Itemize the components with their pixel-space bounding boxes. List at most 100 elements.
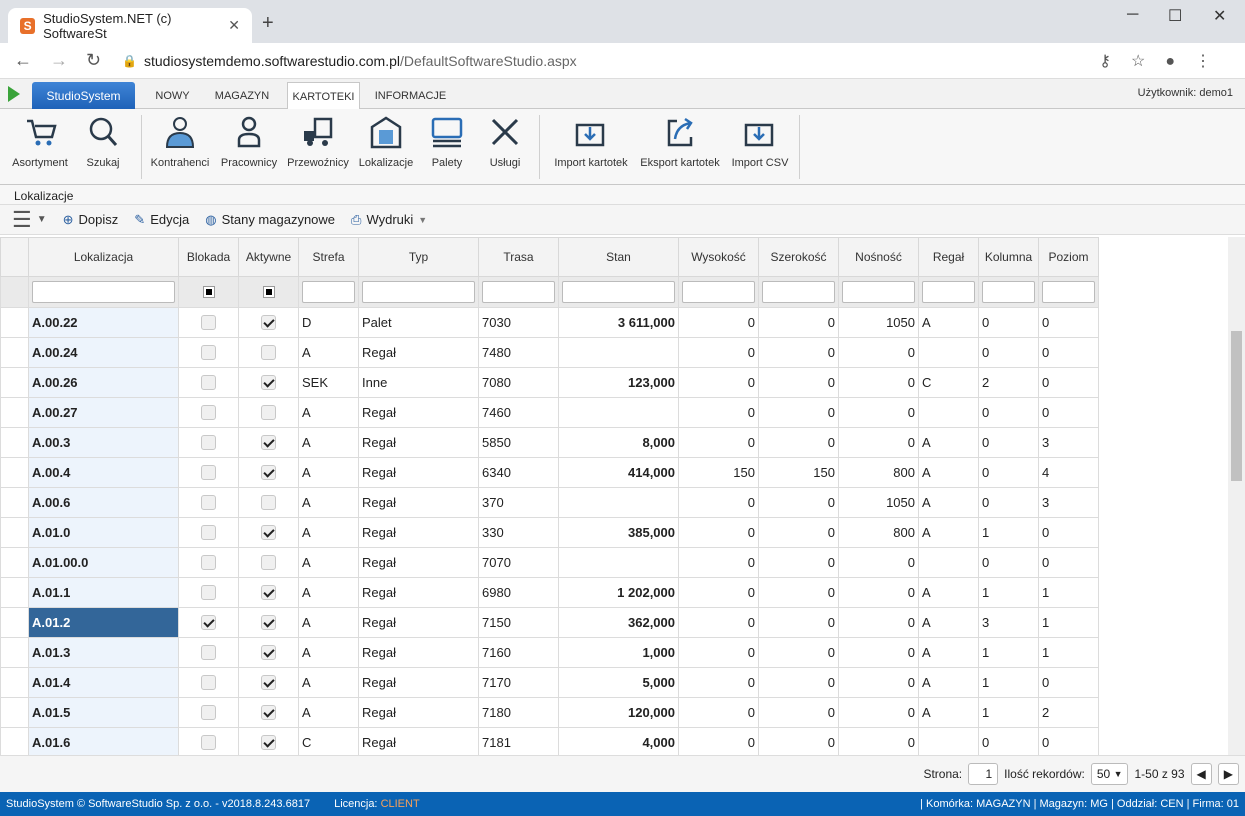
column-header-9[interactable]: Nośność	[838, 237, 919, 277]
row-selector[interactable]	[0, 577, 29, 608]
blokada-checkbox-cell[interactable]	[178, 727, 239, 755]
blokada-checkbox-cell[interactable]	[178, 367, 239, 398]
aktywne-checkbox-cell[interactable]	[238, 337, 299, 368]
checkbox[interactable]	[261, 615, 276, 630]
ribbon-contractor-button[interactable]: Kontrahenci	[140, 115, 220, 169]
ribbon-search-button[interactable]: Szukaj	[63, 115, 143, 169]
table-row[interactable]: A.01.6 C Regał 7181 4,000 0 0 0 0 0	[0, 727, 1099, 755]
forward-icon[interactable]: →	[50, 50, 68, 70]
column-header-10[interactable]: Regał	[918, 237, 979, 277]
row-selector[interactable]	[0, 607, 29, 638]
row-selector[interactable]	[0, 397, 29, 428]
edit-button[interactable]: ✎ Edycja	[134, 211, 190, 228]
maximize-button[interactable]: ☐	[1168, 8, 1183, 25]
ribbon-export-button[interactable]: Eksport kartotek	[640, 115, 720, 169]
blokada-checkbox-cell[interactable]	[178, 577, 239, 608]
checkbox[interactable]	[201, 405, 216, 420]
aktywne-checkbox-cell[interactable]	[238, 457, 299, 488]
ribbon-truck-button[interactable]: Przewoźnicy	[278, 115, 358, 169]
checkbox[interactable]	[261, 675, 276, 690]
aktywne-checkbox-cell[interactable]	[238, 667, 299, 698]
blokada-checkbox-cell[interactable]	[178, 637, 239, 668]
table-row[interactable]: A.00.6 A Regał 370 0 0 1050 A 0 3	[0, 487, 1099, 518]
blokada-checkbox-cell[interactable]	[178, 397, 239, 428]
checkbox[interactable]	[261, 705, 276, 720]
table-row[interactable]: A.01.4 A Regał 7170 5,000 0 0 0 A 1 0	[0, 667, 1099, 698]
table-row[interactable]: A.00.22 D Palet 7030 3 611,000 0 0 1050 A 0 0	[0, 307, 1099, 338]
table-row[interactable]: A.00.26 SEK Inne 7080 123,000 0 0 0 C 2 0	[0, 367, 1099, 398]
url-field[interactable]: studiosystemdemo.softwarestudio.com.pl/D…	[144, 52, 577, 69]
ribbon-pallet-button[interactable]: Palety	[407, 115, 487, 169]
filter-input[interactable]	[478, 276, 559, 308]
checkbox[interactable]	[201, 675, 216, 690]
checkbox[interactable]	[261, 345, 276, 360]
checkbox[interactable]	[201, 345, 216, 360]
checkbox[interactable]	[201, 465, 216, 480]
checkbox[interactable]	[201, 735, 216, 750]
filter-checkbox[interactable]	[178, 276, 239, 308]
checkbox[interactable]	[201, 525, 216, 540]
add-button[interactable]: ⊕ Dopisz	[62, 211, 119, 228]
row-selector[interactable]	[0, 547, 29, 578]
row-selector[interactable]	[0, 337, 29, 368]
filter-input[interactable]	[978, 276, 1039, 308]
checkbox[interactable]	[261, 525, 276, 540]
ribbon-import-button[interactable]: Import kartotek	[551, 115, 631, 169]
tab-magazyn[interactable]: MAGAZYN	[214, 89, 270, 102]
row-selector[interactable]	[0, 427, 29, 458]
aktywne-checkbox-cell[interactable]	[238, 427, 299, 458]
tab-informacje[interactable]: INFORMACJE	[374, 89, 447, 102]
close-window-button[interactable]: ✕	[1213, 8, 1227, 25]
table-row[interactable]: A.01.5 A Regał 7180 120,000 0 0 0 A 1 2	[0, 697, 1099, 728]
column-header-3[interactable]: Strefa	[298, 237, 359, 277]
aktywne-checkbox-cell[interactable]	[238, 697, 299, 728]
filter-input[interactable]	[558, 276, 679, 308]
row-selector[interactable]	[0, 697, 29, 728]
stock-button[interactable]: ◍ Stany magazynowe	[205, 211, 336, 228]
prev-page-button[interactable]: ◀	[1190, 763, 1212, 785]
column-header-2[interactable]: Aktywne	[238, 237, 299, 277]
close-tab-icon[interactable]: ✕	[228, 17, 240, 33]
row-selector[interactable]	[0, 517, 29, 548]
filter-input[interactable]	[758, 276, 839, 308]
row-selector[interactable]	[0, 457, 29, 488]
ribbon-building-button[interactable]: Lokalizacje	[346, 115, 426, 169]
table-row[interactable]: A.00.27 A Regał 7460 0 0 0 0 0	[0, 397, 1099, 428]
page-input[interactable]: 1	[968, 763, 999, 785]
checkbox[interactable]	[261, 465, 276, 480]
next-page-button[interactable]: ▶	[1217, 763, 1239, 785]
ribbon-person-button[interactable]: Pracownicy	[209, 115, 289, 169]
aktywne-checkbox-cell[interactable]	[238, 307, 299, 338]
column-header-12[interactable]: Poziom	[1038, 237, 1099, 277]
table-row[interactable]: A.00.3 A Regał 5850 8,000 0 0 0 A 0 3	[0, 427, 1099, 458]
print-button[interactable]: ⎙ Wydruki ▼	[351, 211, 428, 228]
checkbox[interactable]	[201, 435, 216, 450]
table-row[interactable]: A.00.24 A Regał 7480 0 0 0 0 0	[0, 337, 1099, 368]
blokada-checkbox-cell[interactable]	[178, 697, 239, 728]
menu-button[interactable]: ☰ ▼	[12, 206, 47, 232]
blokada-checkbox-cell[interactable]	[178, 607, 239, 638]
aktywne-checkbox-cell[interactable]	[238, 367, 299, 398]
filter-input[interactable]	[1038, 276, 1099, 308]
checkbox[interactable]	[261, 405, 276, 420]
filter-input[interactable]	[28, 276, 179, 308]
row-selector[interactable]	[0, 307, 29, 338]
checkbox[interactable]	[201, 555, 216, 570]
checkbox[interactable]	[201, 615, 216, 630]
aktywne-checkbox-cell[interactable]	[238, 637, 299, 668]
column-header-11[interactable]: Kolumna	[978, 237, 1039, 277]
row-selector[interactable]	[0, 667, 29, 698]
ribbon-cart-button[interactable]: Asortyment	[0, 115, 80, 169]
vertical-scrollbar[interactable]	[1228, 237, 1245, 755]
blokada-checkbox-cell[interactable]	[178, 517, 239, 548]
filter-input[interactable]	[918, 276, 979, 308]
aktywne-checkbox-cell[interactable]	[238, 397, 299, 428]
column-header-0[interactable]: Lokalizacja	[28, 237, 179, 277]
brand-tab[interactable]: StudioSystem	[32, 82, 135, 109]
filter-input[interactable]	[298, 276, 359, 308]
table-row[interactable]: A.01.00.0 A Regał 7070 0 0 0 0 0	[0, 547, 1099, 578]
row-selector[interactable]	[0, 367, 29, 398]
column-header-5[interactable]: Trasa	[478, 237, 559, 277]
table-row[interactable]: A.01.3 A Regał 7160 1,000 0 0 0 A 1 1	[0, 637, 1099, 668]
aktywne-checkbox-cell[interactable]	[238, 727, 299, 755]
